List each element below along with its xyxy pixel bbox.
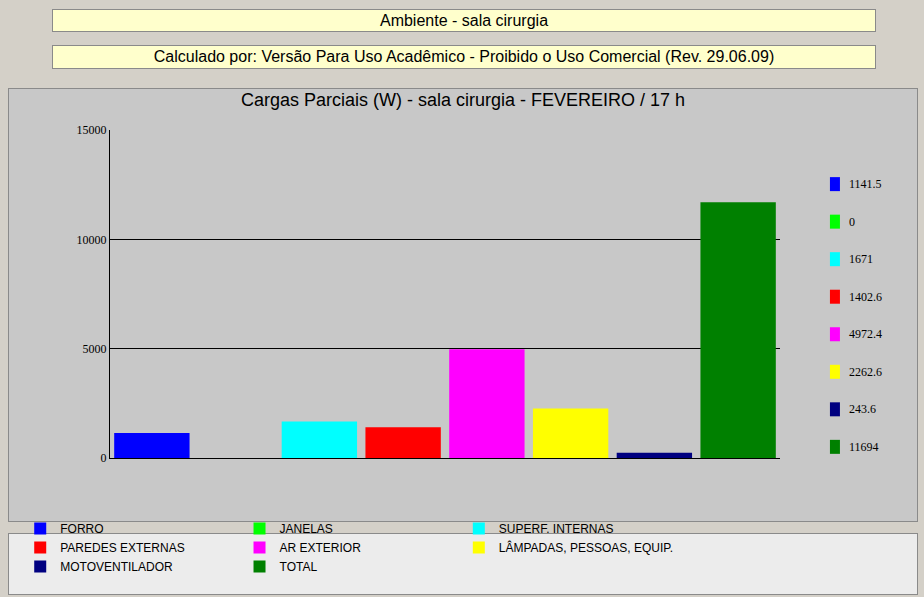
svg-text:15000: 15000 — [77, 123, 107, 137]
svg-text:5000: 5000 — [83, 342, 107, 356]
svg-text:SUPERF. INTERNAS: SUPERF. INTERNAS — [499, 522, 614, 536]
svg-text:11694: 11694 — [849, 440, 879, 454]
svg-text:10000: 10000 — [77, 233, 107, 247]
svg-text:PAREDES EXTERNAS: PAREDES EXTERNAS — [60, 541, 184, 555]
html-text:Ambiente - sala cirurgia: Ambiente - sala cirurgia — [380, 12, 548, 29]
svg-text:JANELAS: JANELAS — [280, 522, 333, 536]
svg-text:TOTAL: TOTAL — [280, 560, 318, 574]
svg-text:1671: 1671 — [849, 252, 873, 266]
svg-text:0: 0 — [101, 451, 107, 465]
svg-text:1141.5: 1141.5 — [849, 177, 882, 191]
svg-text:243.6: 243.6 — [849, 402, 876, 416]
svg-text:MOTOVENTILADOR: MOTOVENTILADOR — [60, 560, 173, 574]
svg-text:4972.4: 4972.4 — [849, 327, 882, 341]
svg-text:FORRO: FORRO — [60, 522, 103, 536]
svg-text:1402.6: 1402.6 — [849, 290, 882, 304]
svg-text:AR EXTERIOR: AR EXTERIOR — [280, 541, 362, 555]
svg-text:Cargas Parciais (W) - sala cir: Cargas Parciais (W) - sala cirurgia - FE… — [241, 90, 685, 110]
svg-text:2262.6: 2262.6 — [849, 365, 882, 379]
svg-text:LÂMPADAS, PESSOAS, EQUIP.: LÂMPADAS, PESSOAS, EQUIP. — [499, 540, 673, 555]
svg-text:0: 0 — [849, 215, 855, 229]
html-text:Calculado por: Versão Para Uso: Calculado por: Versão Para Uso Acadêmico… — [153, 48, 775, 65]
